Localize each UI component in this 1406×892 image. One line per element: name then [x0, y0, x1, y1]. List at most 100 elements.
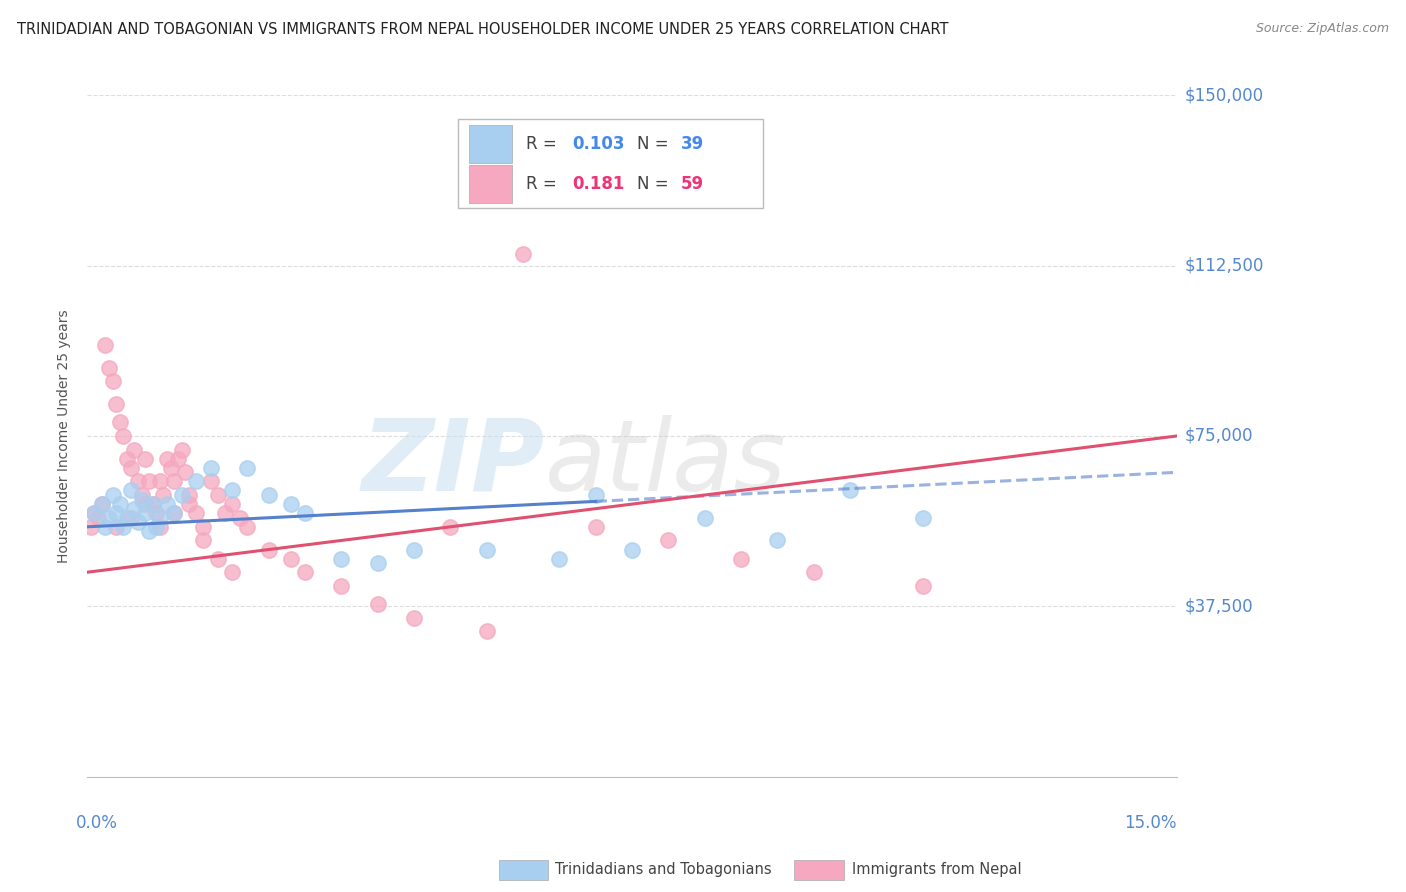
Y-axis label: Householder Income Under 25 years: Householder Income Under 25 years [58, 310, 72, 563]
Point [280, 551, 302, 566]
Point [184, 506, 207, 520]
Point [163, 506, 186, 520]
Point [149, 520, 172, 534]
Point [170, 488, 193, 502]
Point [475, 624, 498, 639]
Point [221, 483, 243, 498]
Point [402, 542, 425, 557]
Point [101, 488, 124, 502]
Text: N =: N = [637, 135, 675, 153]
Text: atlas: atlas [544, 415, 786, 512]
Text: Trinidadians and Tobagonians: Trinidadians and Tobagonians [555, 863, 772, 877]
Text: Immigrants from Nepal: Immigrants from Nepal [852, 863, 1022, 877]
Point [80, 520, 103, 534]
Point [177, 497, 200, 511]
Point [97, 510, 120, 524]
Point [83, 506, 105, 520]
Point [693, 510, 716, 524]
Point [156, 451, 179, 466]
Point [174, 466, 197, 480]
Point [105, 397, 128, 411]
Point [120, 460, 142, 475]
Point [108, 497, 131, 511]
Text: 0.0%: 0.0% [76, 814, 118, 832]
Point [221, 497, 243, 511]
Point [145, 506, 167, 520]
Point [120, 510, 142, 524]
Point [193, 533, 215, 548]
Point [124, 501, 146, 516]
Text: TRINIDADIAN AND TOBAGONIAN VS IMMIGRANTS FROM NEPAL HOUSEHOLDER INCOME UNDER 25 : TRINIDADIAN AND TOBAGONIAN VS IMMIGRANTS… [17, 22, 949, 37]
Point [585, 488, 607, 502]
FancyBboxPatch shape [468, 165, 512, 202]
Point [112, 520, 135, 534]
Point [200, 460, 222, 475]
Point [131, 492, 153, 507]
Point [163, 506, 186, 520]
Point [620, 542, 643, 557]
Point [149, 510, 172, 524]
Point [170, 442, 193, 457]
Point [402, 610, 425, 624]
Point [257, 542, 280, 557]
Point [83, 506, 105, 520]
Point [159, 460, 181, 475]
Point [766, 533, 789, 548]
FancyBboxPatch shape [457, 120, 762, 208]
Point [475, 542, 498, 557]
Point [439, 520, 461, 534]
Point [94, 338, 117, 352]
Point [134, 497, 156, 511]
Point [134, 506, 156, 520]
Text: 59: 59 [681, 175, 704, 193]
Text: 39: 39 [681, 135, 704, 153]
Point [156, 497, 179, 511]
Point [134, 451, 156, 466]
Text: $75,000: $75,000 [1185, 427, 1254, 445]
Point [115, 510, 138, 524]
Point [108, 416, 131, 430]
Point [90, 497, 112, 511]
Point [177, 488, 200, 502]
Point [97, 360, 120, 375]
Point [167, 451, 190, 466]
Point [138, 475, 160, 489]
Text: $150,000: $150,000 [1185, 87, 1264, 104]
Text: R =: R = [526, 135, 562, 153]
Text: R =: R = [526, 175, 562, 193]
Point [101, 375, 124, 389]
Point [214, 506, 236, 520]
Point [124, 442, 146, 457]
Point [330, 551, 353, 566]
Point [294, 566, 316, 580]
Point [184, 475, 207, 489]
Point [149, 475, 172, 489]
Point [657, 533, 679, 548]
Point [193, 520, 215, 534]
Point [200, 475, 222, 489]
Point [911, 579, 934, 593]
Point [294, 506, 316, 520]
Text: 0.181: 0.181 [572, 175, 624, 193]
Point [367, 597, 389, 611]
Point [207, 551, 229, 566]
Text: N =: N = [637, 175, 675, 193]
Point [911, 510, 934, 524]
Text: $112,500: $112,500 [1185, 257, 1264, 275]
Point [236, 460, 259, 475]
Point [207, 488, 229, 502]
Point [115, 451, 138, 466]
Text: 15.0%: 15.0% [1125, 814, 1177, 832]
Point [90, 497, 112, 511]
Point [131, 488, 153, 502]
Point [120, 483, 142, 498]
Point [280, 497, 302, 511]
Point [141, 497, 163, 511]
Point [838, 483, 860, 498]
Point [512, 247, 534, 261]
Point [145, 520, 167, 534]
Point [152, 488, 174, 502]
Point [105, 520, 128, 534]
FancyBboxPatch shape [468, 125, 512, 162]
Text: 0.103: 0.103 [572, 135, 624, 153]
